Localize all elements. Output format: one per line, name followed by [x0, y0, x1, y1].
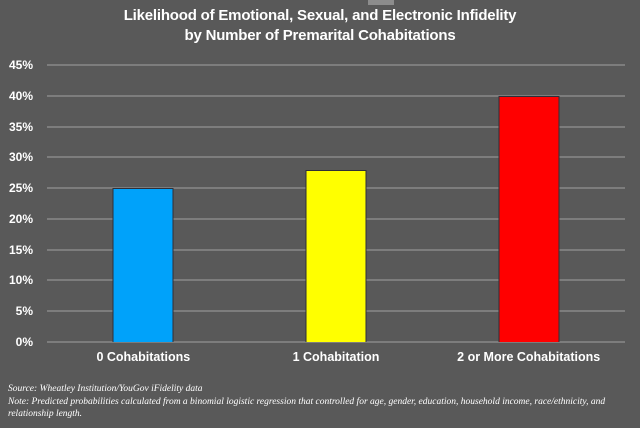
y-tick-label: 20%	[8, 211, 33, 226]
chart-title-line2: by Number of Premarital Cohabitations	[184, 27, 456, 44]
plot-area	[47, 64, 625, 343]
bar-2-or-more-cohabitations	[498, 95, 560, 342]
y-tick-label: 0%	[15, 335, 33, 349]
gridline	[47, 94, 625, 97]
method-note: Note: Predicted probabilities calculated…	[8, 396, 606, 420]
y-axis-labels: 0% 5% 10% 15% 20% 25% 30% 35% 40% 45%	[0, 58, 40, 349]
y-tick-label: 25%	[8, 181, 33, 196]
x-category-label: 1 Cohabitation	[292, 350, 380, 364]
chart-title: Likelihood of Emotional, Sexual, and Ele…	[0, 6, 640, 46]
y-tick-label: 30%	[8, 150, 33, 165]
y-tick-label: 15%	[8, 242, 33, 257]
x-category-label: 2 or More Cohabitations	[457, 350, 601, 364]
bar-slot	[240, 65, 433, 342]
gridline	[47, 125, 625, 128]
y-tick-label: 40%	[8, 88, 33, 103]
bar-0-cohabitations	[112, 188, 174, 342]
y-tick-label: 45%	[8, 58, 33, 72]
gridline	[47, 64, 625, 66]
bars-row	[47, 65, 625, 342]
x-category-label: 0 Cohabitations	[96, 350, 191, 364]
bar-1-cohabitation	[305, 169, 367, 342]
y-tick-label: 10%	[8, 273, 33, 288]
chart-title-line1: Likelihood of Emotional, Sexual, and Ele…	[123, 7, 517, 24]
y-tick-label: 35%	[8, 119, 33, 134]
x-axis-labels: 0 Cohabitations 1 Cohabitation 2 or More C…	[47, 350, 625, 364]
bar-slot	[432, 65, 625, 342]
footer-notes: Source: Wheatley Institution/YouGov iFid…	[8, 383, 624, 421]
screen-artifact	[368, 0, 394, 5]
source-note: Source: Wheatley Institution/YouGov iFid…	[8, 384, 203, 394]
y-tick-label: 5%	[15, 304, 33, 319]
gridline	[47, 156, 625, 159]
gridline	[47, 341, 625, 343]
bar-slot	[47, 65, 240, 342]
